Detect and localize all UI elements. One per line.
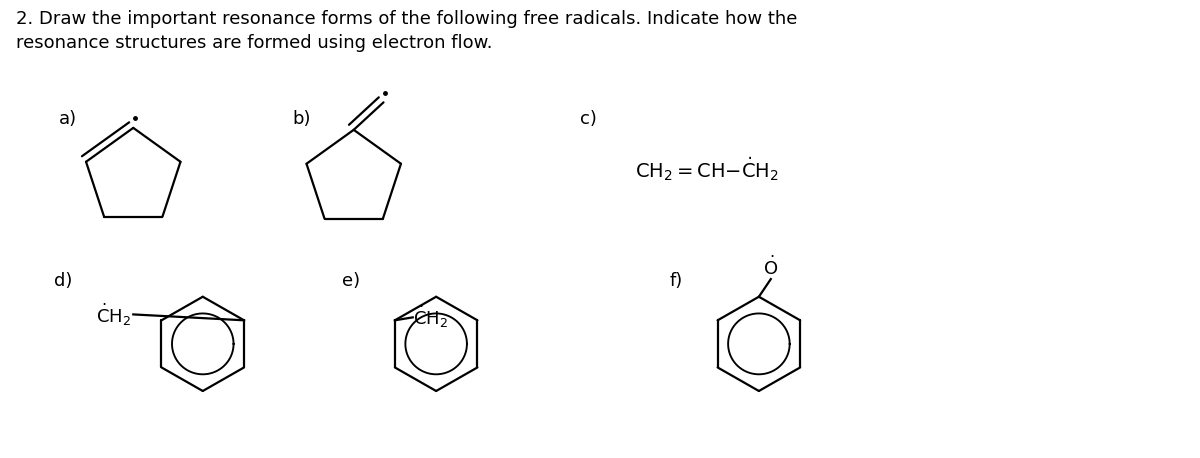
Text: $\mathrm{\dot{C}H_2}$: $\mathrm{\dot{C}H_2}$ — [413, 303, 448, 329]
Text: $\mathrm{CH_2{=}CH{-}\dot{C}H_2}$: $\mathrm{CH_2{=}CH{-}\dot{C}H_2}$ — [635, 155, 779, 183]
Text: 2. Draw the important resonance forms of the following free radicals. Indicate h: 2. Draw the important resonance forms of… — [16, 10, 798, 52]
Text: f): f) — [670, 272, 683, 290]
Text: c): c) — [580, 110, 598, 128]
Text: $\mathrm{\dot{C}H_2}$: $\mathrm{\dot{C}H_2}$ — [96, 301, 131, 327]
Text: a): a) — [59, 110, 77, 128]
Text: e): e) — [342, 272, 360, 290]
Text: b): b) — [292, 110, 311, 128]
Text: $\mathrm{\dot{O}}$: $\mathrm{\dot{O}}$ — [763, 256, 779, 279]
Text: d): d) — [54, 272, 72, 290]
